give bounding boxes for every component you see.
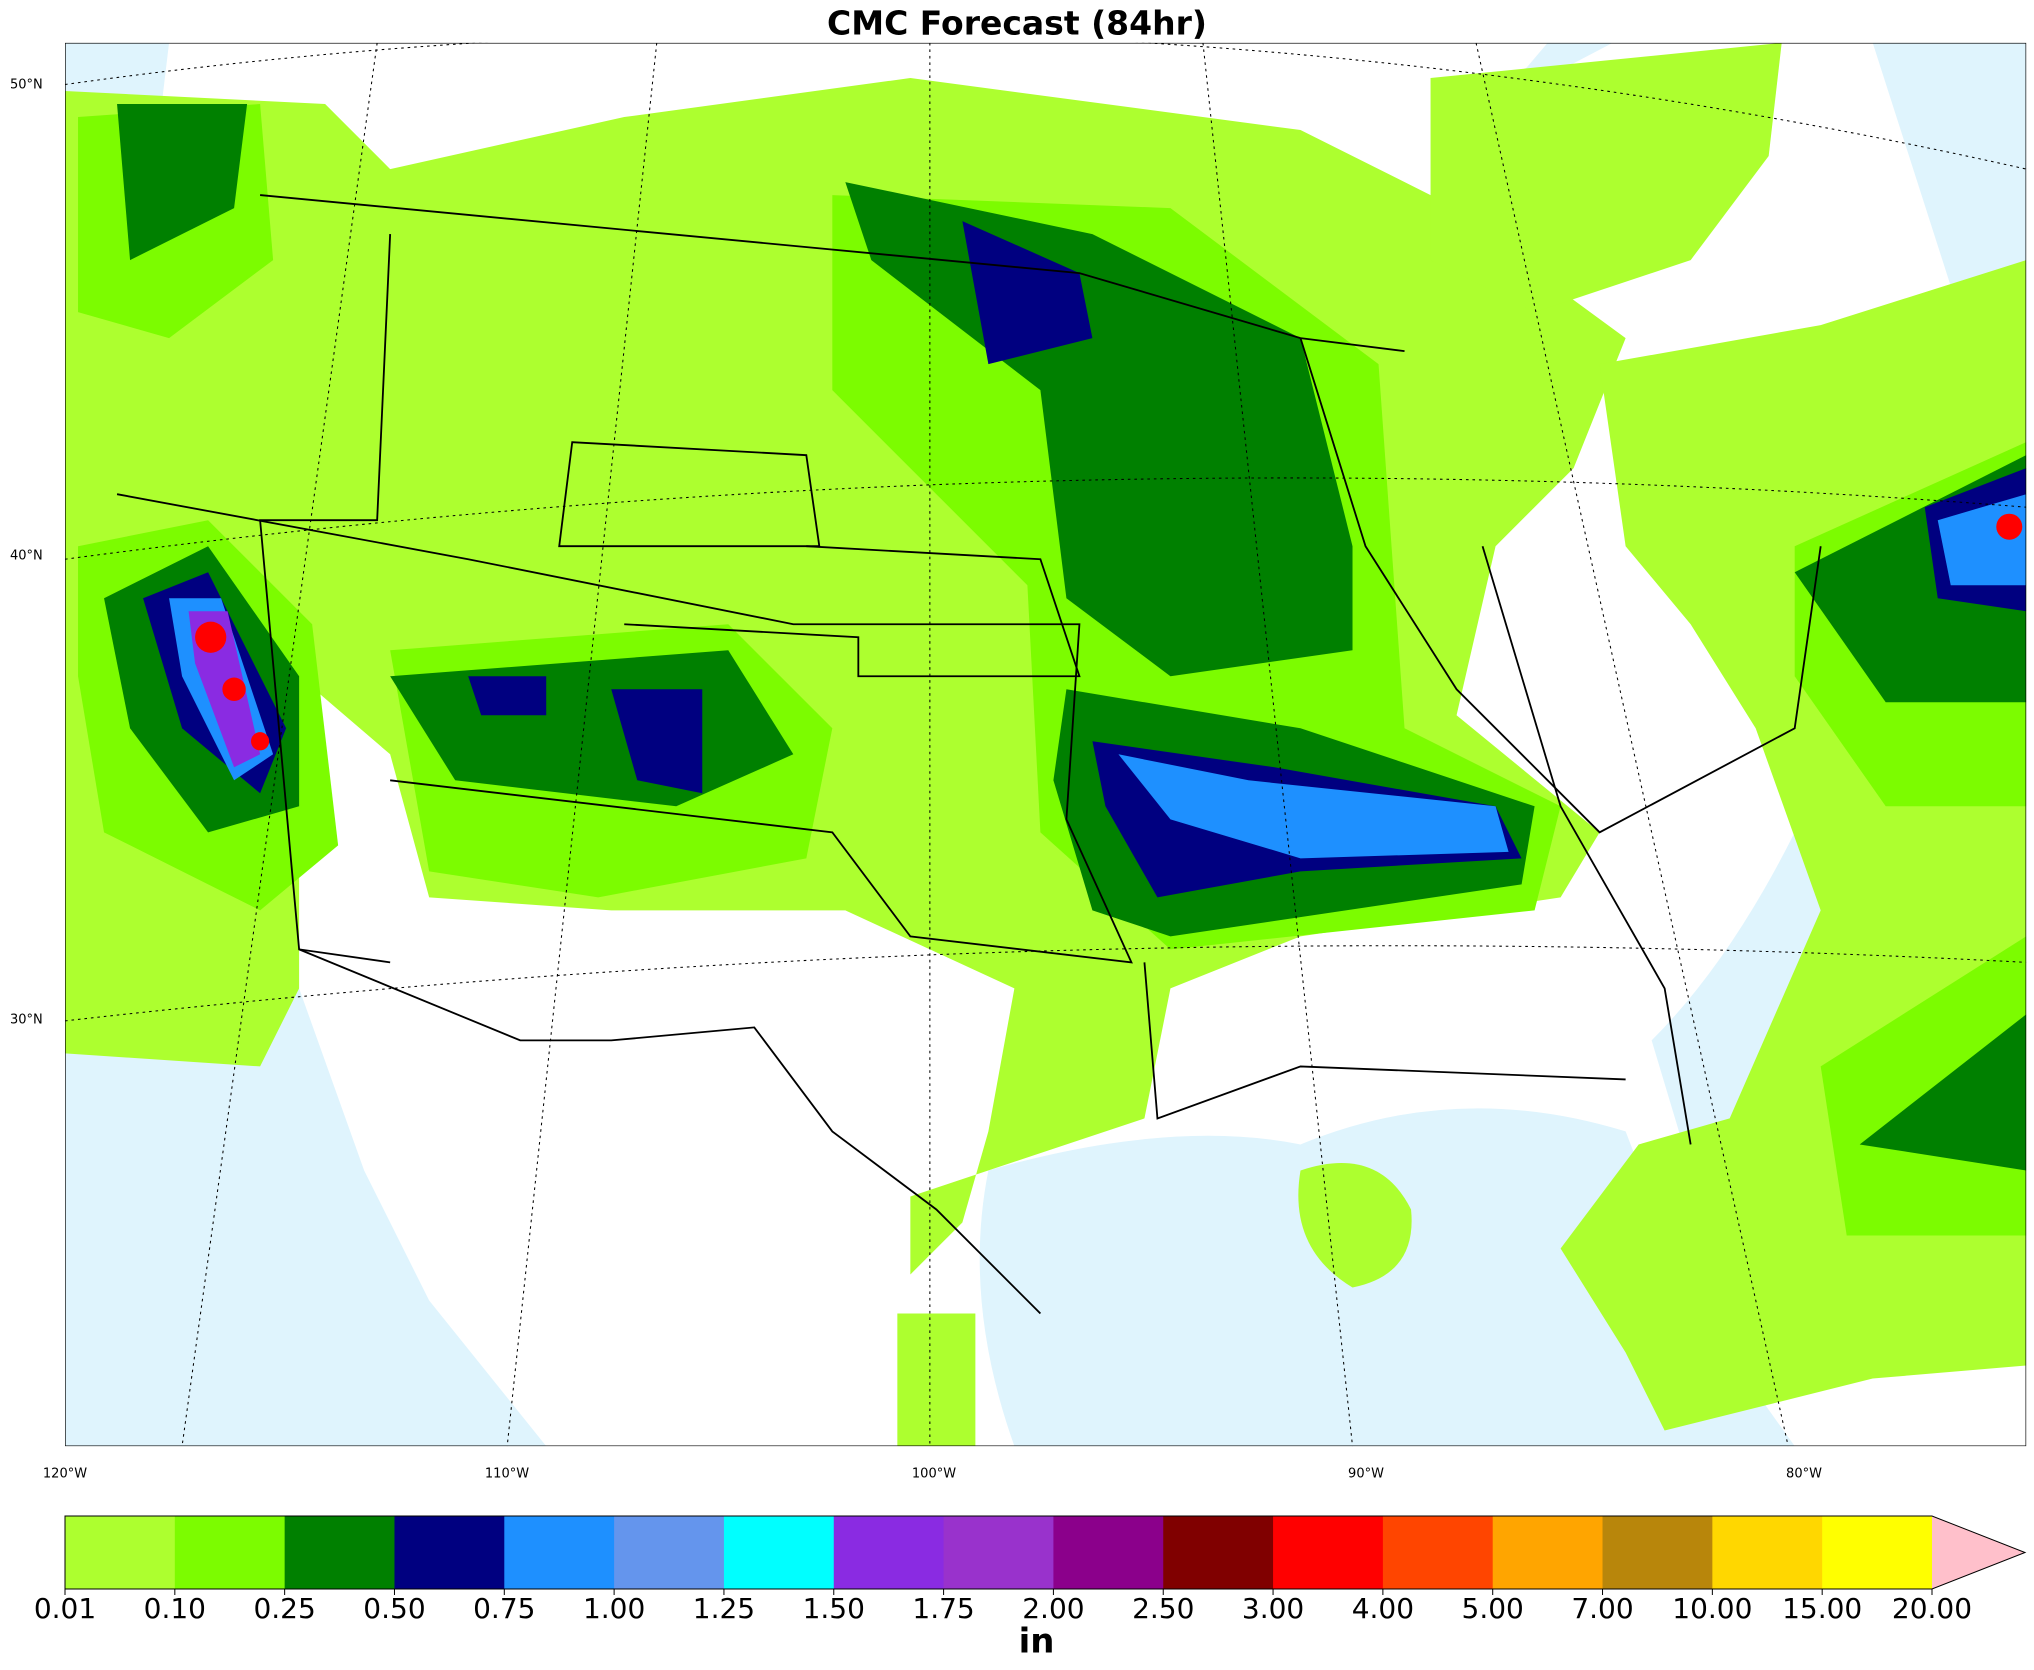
colorbar-tick-label: 0.50	[363, 1592, 425, 1625]
colorbar-outline	[64, 1515, 2027, 1590]
colorbar-tick-label: 1.00	[583, 1592, 645, 1625]
colorbar-tick-label: 0.75	[473, 1592, 535, 1625]
map-title: CMC Forecast (84hr)	[827, 4, 1207, 43]
colorbar-extend-arrow	[1932, 1516, 2025, 1589]
lon-label: 110°W	[485, 1467, 529, 1482]
colorbar-tick-label: 15.00	[1782, 1592, 1862, 1625]
colorbar-tick-label: 1.50	[803, 1592, 865, 1625]
colorbar-tick-label: 2.50	[1132, 1592, 1194, 1625]
colorbar-segment	[723, 1516, 835, 1589]
lon-label: 100°W	[912, 1467, 956, 1482]
colorbar-segment	[394, 1516, 505, 1589]
colorbar-segment	[614, 1516, 725, 1589]
colorbar-tick-label: 5.00	[1462, 1592, 1524, 1625]
colorbar-segment	[1822, 1516, 1933, 1589]
colorbar-segment	[1382, 1516, 1494, 1589]
colorbar-tick-label: 3.00	[1242, 1592, 1304, 1625]
colorbar-segment	[1602, 1516, 1713, 1589]
colorbar-segment	[833, 1516, 945, 1589]
colorbar-tick-label: 7.00	[1571, 1592, 1633, 1625]
lat-label: 40°N	[10, 549, 43, 564]
lon-label: 80°W	[1786, 1467, 1822, 1482]
lon-label: 120°W	[43, 1467, 87, 1482]
colorbar-tick-label: 10.00	[1672, 1592, 1752, 1625]
colorbar-segment	[1712, 1516, 1823, 1589]
colorbar-segment	[174, 1516, 286, 1589]
colorbar-segment	[504, 1516, 615, 1589]
colorbar-segment	[943, 1516, 1054, 1589]
colorbar-tick-label: 0.10	[144, 1592, 206, 1625]
colorbar-segment	[65, 1516, 176, 1589]
lat-label: 30°N	[10, 1013, 43, 1028]
colorbar-tick-label: 1.25	[693, 1592, 755, 1625]
map-area	[65, 42, 2027, 1447]
colorbar-segment	[284, 1516, 395, 1589]
colorbar-tick-label: 0.25	[253, 1592, 315, 1625]
colorbar-label: in	[1019, 1622, 1055, 1662]
colorbar-tick-label: 2.00	[1022, 1592, 1084, 1625]
colorbar-segment	[1273, 1516, 1384, 1589]
colorbar-tick-label: 4.00	[1352, 1592, 1414, 1625]
colorbar-tick-label: 0.01	[34, 1592, 96, 1625]
lon-label: 90°W	[1348, 1467, 1384, 1482]
colorbar-segment	[1053, 1516, 1164, 1589]
colorbar-tick-label: 20.00	[1892, 1592, 1972, 1625]
colorbar-tick-label: 1.75	[912, 1592, 974, 1625]
colorbar-segment	[1492, 1516, 1604, 1589]
colorbar-segment	[1163, 1516, 1274, 1589]
lat-label: 50°N	[10, 78, 43, 93]
